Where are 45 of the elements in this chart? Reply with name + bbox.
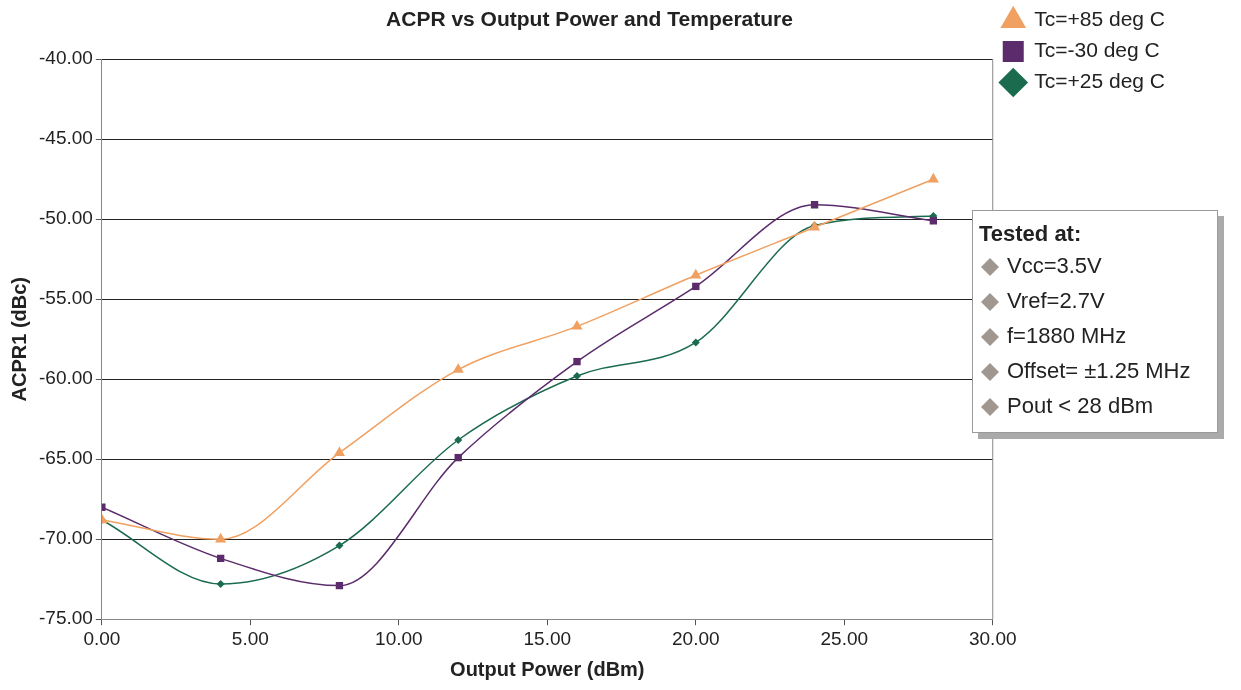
point [691, 338, 700, 347]
chart-title: ACPR vs Output Power and Temperature [386, 7, 793, 31]
point [454, 436, 463, 444]
point [452, 363, 464, 373]
point [571, 320, 583, 330]
legend-label: Tc=-30 deg C [1034, 38, 1160, 62]
point [216, 580, 225, 588]
point [692, 282, 700, 291]
y-tick-label: -65.00 [39, 447, 93, 469]
y-tick-label: -70.00 [39, 527, 93, 549]
x-tick-label: 15.00 [523, 627, 572, 649]
x-tick-label: 30.00 [968, 627, 1017, 649]
text: f=1880 MHz [1007, 323, 1127, 349]
text: Offset= ±1.25 MHz [1007, 358, 1191, 384]
point [690, 268, 702, 279]
y-tick-label: -45.00 [39, 127, 93, 149]
legend-label: Tc=+25 deg C [1034, 69, 1166, 93]
point [215, 532, 227, 543]
y-tick-label: -75.00 [39, 607, 93, 629]
annotation: Tested at: [979, 221, 1083, 247]
point [333, 446, 345, 456]
text: Vref=2.7V [1007, 288, 1105, 314]
point [454, 453, 462, 462]
point [335, 581, 344, 590]
x-tick-label: 25.00 [820, 627, 869, 649]
x-tick-label: 5.00 [231, 627, 269, 649]
x-tick-label: 20.00 [672, 627, 720, 649]
x-axis-title: Output Power (dBm) [450, 657, 645, 680]
y-axis-title: ACPR1 (dBc) [7, 276, 30, 402]
point [335, 541, 344, 550]
point [927, 172, 939, 183]
text: Pout < 28 dBm [1007, 393, 1154, 419]
point [573, 372, 581, 380]
y-tick-label: -50.00 [39, 207, 93, 229]
x-tick-label: 0.00 [83, 627, 121, 649]
point [216, 554, 225, 563]
y-tick-label: -55.00 [39, 287, 93, 309]
point [929, 217, 938, 225]
y-tick-label: -60.00 [39, 367, 93, 389]
legend-label: Tc=+85 deg C [1034, 7, 1166, 31]
x-tick-label: 10.00 [375, 627, 423, 649]
y-tick-label: -40.00 [39, 47, 93, 69]
point [573, 357, 581, 366]
point [810, 201, 819, 209]
text: Vcc=3.5V [1007, 253, 1102, 279]
